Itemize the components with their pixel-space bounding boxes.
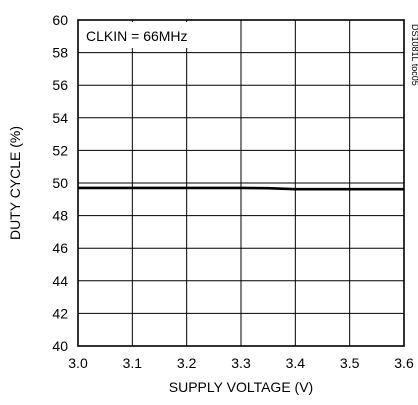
x-tick-label: 3.6 <box>394 355 414 371</box>
plot-frame <box>77 19 405 347</box>
x-tick-labels: 3.0 3.1 3.2 3.3 3.4 3.5 3.6 <box>68 355 414 371</box>
y-tick-label: 58 <box>52 45 68 61</box>
x-tick-label: 3.5 <box>340 355 360 371</box>
series-line <box>78 186 404 191</box>
annotation-background <box>80 22 198 48</box>
clkin-annotation: CLKIN = 66MHz <box>86 28 188 44</box>
x-tick-label: 3.2 <box>177 355 197 371</box>
grid-lines <box>78 20 404 346</box>
y-tick-label: 56 <box>52 77 68 93</box>
x-axis-title: SUPPLY VOLTAGE (V) <box>169 379 313 395</box>
y-axis-title: DUTY CYCLE (%) <box>7 126 23 240</box>
series-lines <box>78 186 404 191</box>
figure-code-watermark: DS1081L toc05 <box>410 24 418 86</box>
y-tick-labels: 40 42 44 46 48 50 52 54 56 58 60 <box>52 12 68 354</box>
y-tick-label: 44 <box>52 273 68 289</box>
y-tick-label: 48 <box>52 208 68 224</box>
x-tick-label: 3.3 <box>231 355 251 371</box>
y-tick-label: 60 <box>52 12 68 28</box>
y-tick-label: 52 <box>52 142 68 158</box>
y-tick-label: 54 <box>52 110 68 126</box>
x-tick-label: 3.4 <box>286 355 306 371</box>
x-tick-label: 3.1 <box>123 355 143 371</box>
y-tick-label: 42 <box>52 305 68 321</box>
y-tick-label: 40 <box>52 338 68 354</box>
y-tick-label: 46 <box>52 240 68 256</box>
x-tick-label: 3.0 <box>68 355 88 371</box>
y-tick-label: 50 <box>52 175 68 191</box>
